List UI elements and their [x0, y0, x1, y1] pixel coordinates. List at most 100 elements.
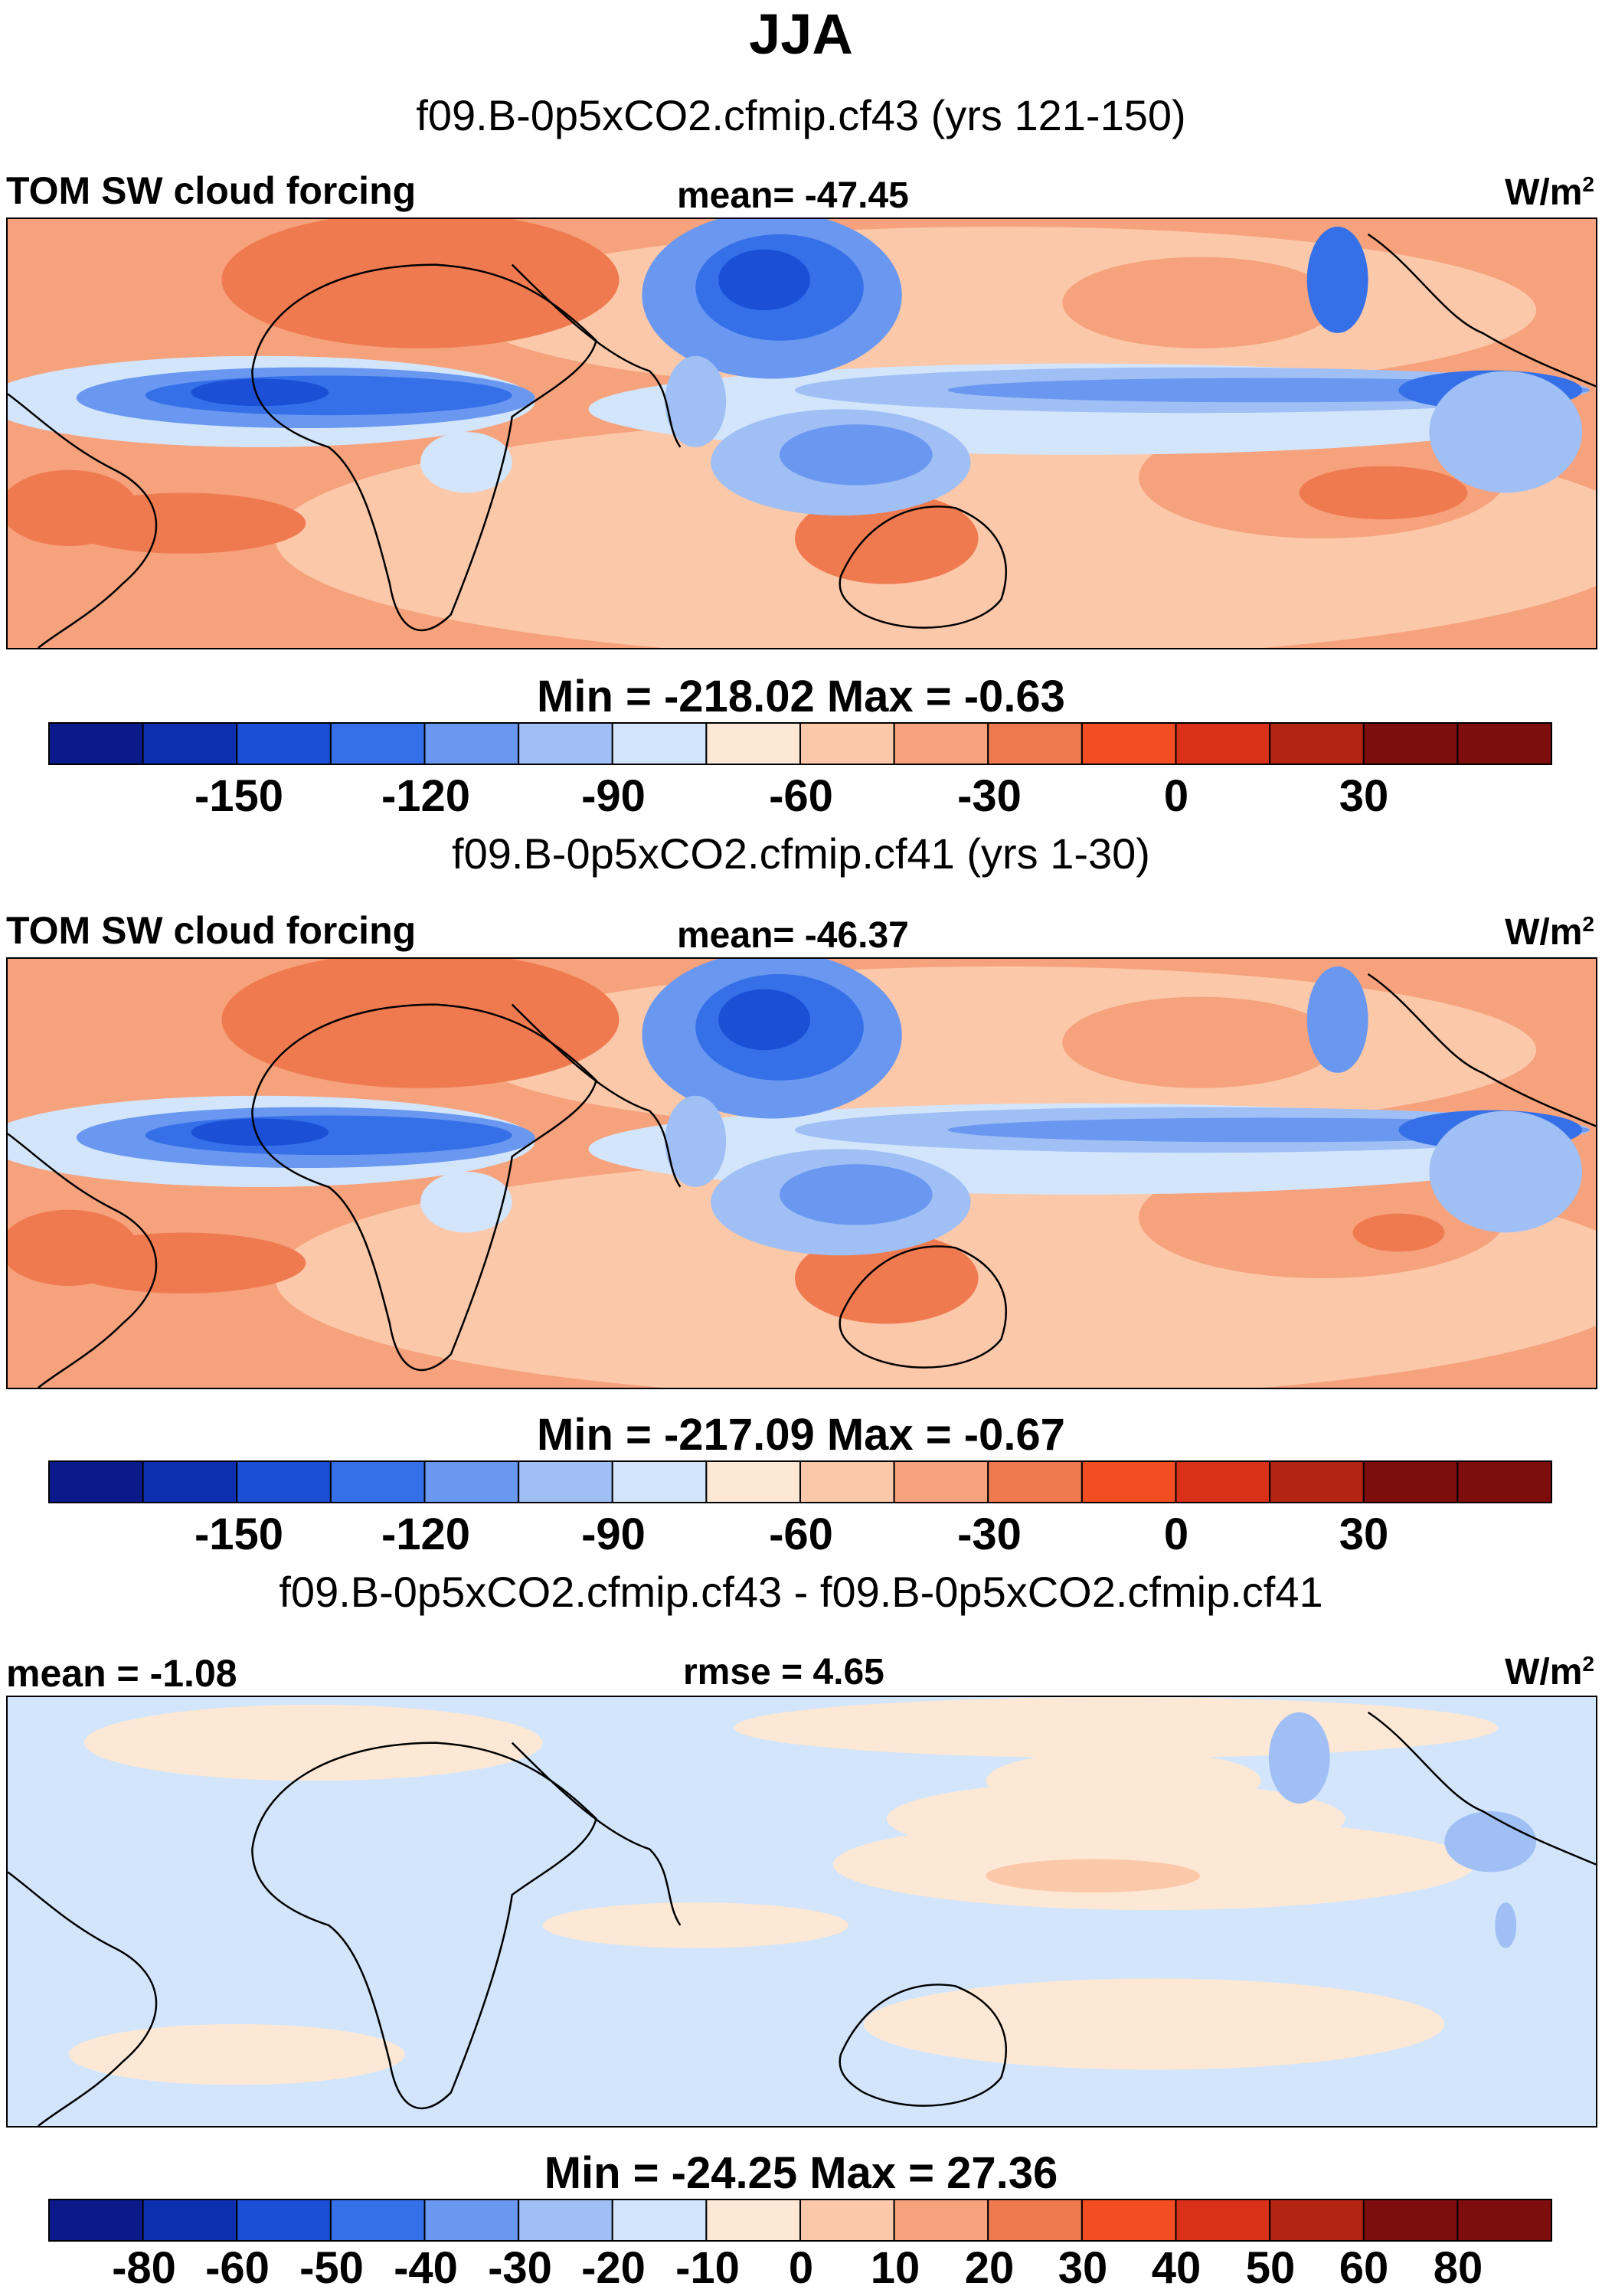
colorbar-box	[799, 722, 895, 765]
colorbar-box	[1081, 1460, 1177, 1503]
colorbar-box	[48, 2199, 144, 2242]
colorbar-box	[329, 2199, 426, 2242]
panel3-tick: 30	[1058, 2243, 1108, 2293]
panel3-tick: 50	[1245, 2243, 1296, 2293]
colorbar-box	[987, 1460, 1083, 1503]
panel2-map	[6, 957, 1597, 1389]
panel1-tick: 0	[1163, 771, 1189, 821]
colorbar-box	[1362, 2199, 1459, 2242]
panel1-map	[6, 217, 1597, 649]
colorbar-box	[236, 722, 332, 765]
panel3-tick: -40	[394, 2243, 458, 2293]
colorbar-box	[611, 1460, 708, 1503]
colorbar-box	[236, 2199, 332, 2242]
panel3-minmax: Min = -24.25 Max = 27.36	[544, 2148, 1058, 2198]
panel3-tick: 60	[1339, 2243, 1389, 2293]
panel3-tick: 80	[1433, 2243, 1483, 2293]
colorbar-box	[329, 1460, 426, 1503]
panel3-units-label: W/m2	[1505, 1652, 1594, 1693]
panel3-tick: 0	[788, 2243, 814, 2293]
colorbar-box	[142, 722, 238, 765]
panel2-colorbar	[48, 1460, 1553, 1503]
colorbar-box	[611, 2199, 708, 2242]
panel2-variable-label: TOM SW cloud forcing	[6, 909, 417, 952]
colorbar-box	[142, 1460, 238, 1503]
colorbar-box	[1081, 722, 1177, 765]
panel2-mean-label: mean= -46.37	[677, 915, 909, 956]
panel3-case-title: f09.B-0p5xCO2.cfmip.cf43 - f09.B-0p5xCO2…	[279, 1568, 1323, 1616]
panel3-tick: -10	[675, 2243, 740, 2293]
panel3-rmse-label: rmse = 4.65	[683, 1652, 884, 1693]
colorbar-box	[518, 1460, 613, 1503]
colorbar-box	[423, 722, 520, 765]
panel3-tick: -20	[581, 2243, 646, 2293]
panel3-tick: -30	[488, 2243, 552, 2293]
colorbar-box	[1457, 2199, 1553, 2242]
panel2-tick: 0	[1163, 1509, 1189, 1559]
colorbar-box	[1175, 2199, 1271, 2242]
colorbar-box	[1269, 2199, 1365, 2242]
panel2-units-label: W/m2	[1505, 912, 1594, 953]
colorbar-box	[1457, 1460, 1553, 1503]
panel1-case-title: f09.B-0p5xCO2.cfmip.cf43 (yrs 121-150)	[416, 91, 1186, 139]
panel3-tick: -60	[205, 2243, 270, 2293]
panel1-tick: -30	[957, 771, 1022, 821]
colorbar-box	[893, 2199, 989, 2242]
colorbar-box	[705, 2199, 802, 2242]
colorbar-box	[705, 722, 802, 765]
panel1-colorbar	[48, 722, 1553, 765]
panel2-minmax: Min = -217.09 Max = -0.67	[537, 1410, 1065, 1460]
colorbar-box	[518, 2199, 613, 2242]
panel1-tick: 30	[1339, 771, 1389, 821]
panel2-tick: 30	[1339, 1509, 1389, 1559]
panel3-tick: 10	[870, 2243, 920, 2293]
panel3-mean-label: mean = -1.08	[6, 1652, 237, 1695]
panel2-tick: -150	[194, 1509, 284, 1559]
colorbar-box	[518, 722, 613, 765]
panel2-tick: -120	[381, 1509, 471, 1559]
panel1-colorbar-ticks: -150 -120 -90 -60 -30 0 30	[0, 770, 1602, 824]
colorbar-box	[1081, 2199, 1177, 2242]
panel1-minmax: Min = -218.02 Max = -0.63	[537, 672, 1065, 721]
panel2-tick: -30	[957, 1509, 1022, 1559]
colorbar-box	[705, 1460, 802, 1503]
panel1-tick: -150	[194, 771, 284, 821]
colorbar-box	[1457, 722, 1553, 765]
panel3-map	[6, 1696, 1597, 2128]
panel3-tick: 40	[1151, 2243, 1202, 2293]
colorbar-box	[1175, 1460, 1271, 1503]
colorbar-box	[142, 2199, 238, 2242]
panel2-tick: -90	[581, 1509, 646, 1559]
panel3-tick: 20	[964, 2243, 1015, 2293]
colorbar-box	[987, 2199, 1083, 2242]
panel2-case-title: f09.B-0p5xCO2.cfmip.cf41 (yrs 1-30)	[452, 829, 1150, 878]
colorbar-box	[329, 722, 426, 765]
panel3-tick: -80	[112, 2243, 176, 2293]
panel1-tick: -90	[581, 771, 646, 821]
panel2-tick: -60	[769, 1509, 833, 1559]
panel3-colorbar	[48, 2199, 1553, 2242]
colorbar-box	[48, 1460, 144, 1503]
colorbar-box	[1362, 722, 1459, 765]
colorbar-box	[48, 722, 144, 765]
colorbar-box	[893, 722, 989, 765]
panel3-colorbar-ticks: -80 -60 -50 -40 -30 -20 -10 0 10 20 30 4…	[0, 2242, 1602, 2296]
panel1-tick: -60	[769, 771, 833, 821]
figure-title: JJA	[749, 2, 853, 66]
colorbar-box	[423, 2199, 520, 2242]
panel1-variable-label: TOM SW cloud forcing	[6, 169, 417, 212]
colorbar-box	[1269, 722, 1365, 765]
colorbar-box	[1175, 722, 1271, 765]
colorbar-box	[799, 1460, 895, 1503]
panel1-units-label: W/m2	[1505, 172, 1594, 213]
panel1-mean-label: mean= -47.45	[677, 175, 909, 216]
panel1-tick: -120	[381, 771, 471, 821]
panel3-tick: -50	[299, 2243, 364, 2293]
panel2-colorbar-ticks: -150 -120 -90 -60 -30 0 30	[0, 1509, 1602, 1562]
colorbar-box	[423, 1460, 520, 1503]
colorbar-box	[1362, 1460, 1459, 1503]
colorbar-box	[893, 1460, 989, 1503]
colorbar-box	[236, 1460, 332, 1503]
colorbar-box	[611, 722, 708, 765]
colorbar-box	[1269, 1460, 1365, 1503]
